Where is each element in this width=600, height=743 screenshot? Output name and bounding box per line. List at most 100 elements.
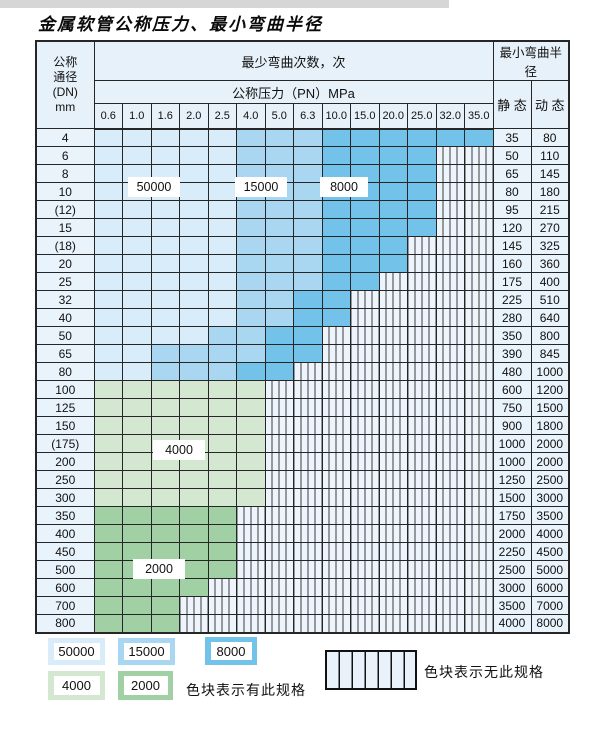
dn-value: 125 [35,398,95,417]
spec-cell-none [464,470,494,489]
spec-cell [93,434,123,453]
spec-cell [264,200,294,219]
dn-value: 300 [35,488,95,507]
dynamic-value: 360 [530,254,570,273]
pressure-col-header: 1.0 [122,103,152,130]
spec-cell [378,164,408,183]
dn-value: 800 [35,614,95,633]
spec-cell [93,524,123,543]
table-row: 600 3000 6000 [35,578,570,597]
spec-cell [350,200,380,219]
spec-cell [207,164,237,183]
pressure-col-header: 10.0 [321,103,351,130]
static-value: 65 [492,164,532,183]
legend-label-2000: 2000 [123,676,168,695]
spec-cell-none [350,326,380,345]
spec-cell-none [378,596,408,615]
spec-cell [264,236,294,255]
spec-cell [179,398,209,417]
spec-cell [407,164,437,183]
table-row: (18) 145 325 [35,236,570,255]
dn-header-line: mm [55,100,76,114]
spec-cell [407,218,437,237]
spec-cell [122,344,152,363]
spec-cell [93,200,123,219]
dynamic-value: 8000 [530,614,570,633]
dynamic-value: 325 [530,236,570,255]
pressure-col-header: 15.0 [350,103,380,130]
spec-cell [122,434,152,453]
pressure-col-header: 5.0 [264,103,294,130]
spec-cell-none [293,470,323,489]
table-row: 32 225 510 [35,290,570,309]
dynamic-value: 640 [530,308,570,327]
scan-edge-strip [0,0,449,8]
spec-cell [264,218,294,237]
spec-cell [93,182,123,201]
spec-cell-none [293,452,323,471]
spec-cell-none [293,416,323,435]
dynamic-value: 145 [530,164,570,183]
dn-value: 32 [35,290,95,309]
spec-cell-none [435,416,465,435]
table-row: 250 1250 2500 [35,470,570,489]
dn-value: 600 [35,578,95,597]
pressure-col-header: 32.0 [435,103,465,130]
spec-cell [207,290,237,309]
cycles-header: 最少弯曲次数，次 [93,40,494,81]
pressure-col-header: 1.6 [150,103,180,130]
spec-cell [150,200,180,219]
spec-cell-none [350,308,380,327]
spec-cell-none [264,416,294,435]
pressure-col-header: 6.3 [293,103,323,130]
spec-cell [122,236,152,255]
spec-cell-none [407,470,437,489]
spec-cell [179,272,209,291]
spec-cell [207,182,237,201]
spec-cell [122,416,152,435]
spec-cell [122,542,152,561]
radius-header: 最小弯曲半径 [492,40,570,81]
spec-cell-none [207,578,237,597]
spec-cell-none [407,326,437,345]
spec-cell [122,362,152,381]
spec-cell [236,308,266,327]
dynamic-value: 845 [530,344,570,363]
spec-cell [264,344,294,363]
spec-cell-none [435,596,465,615]
spec-cell-none [264,560,294,579]
spec-cell [236,128,266,147]
spec-cell-none [435,488,465,507]
spec-cell-none [321,506,351,525]
dn-value: 25 [35,272,95,291]
spec-cell-none [407,308,437,327]
spec-cell-none [435,236,465,255]
spec-cell [321,290,351,309]
legend-swatch-2000: 2000 [118,671,173,700]
spec-cell-none [464,398,494,417]
spec-cell [207,362,237,381]
spec-cell-none [435,146,465,165]
static-value: 145 [492,236,532,255]
dynamic-value: 1200 [530,380,570,399]
spec-table: 公称 通径 (DN) mm 最少弯曲次数，次 最小弯曲半径 公称压力（PN）MP… [35,40,570,634]
page-title: 金属软管公称压力、最小弯曲半径 [38,15,323,34]
spec-cell [264,254,294,273]
spec-cell-none [464,416,494,435]
region-label-2000: 2000 [133,559,185,579]
table-row: 80 480 1000 [35,362,570,381]
spec-cell [122,524,152,543]
spec-cell-none [435,578,465,597]
spec-cell-none [464,434,494,453]
spec-cell [93,344,123,363]
static-value: 350 [492,326,532,345]
spec-cell-none [350,362,380,381]
spec-cell-none [464,542,494,561]
spec-cell-none [464,614,494,633]
dn-header-line: 公称 [53,55,78,69]
spec-cell [264,272,294,291]
spec-cell [236,434,266,453]
spec-cell [93,614,123,633]
spec-cell-none [407,398,437,417]
legend-swatch-8000: 8000 [205,637,257,665]
